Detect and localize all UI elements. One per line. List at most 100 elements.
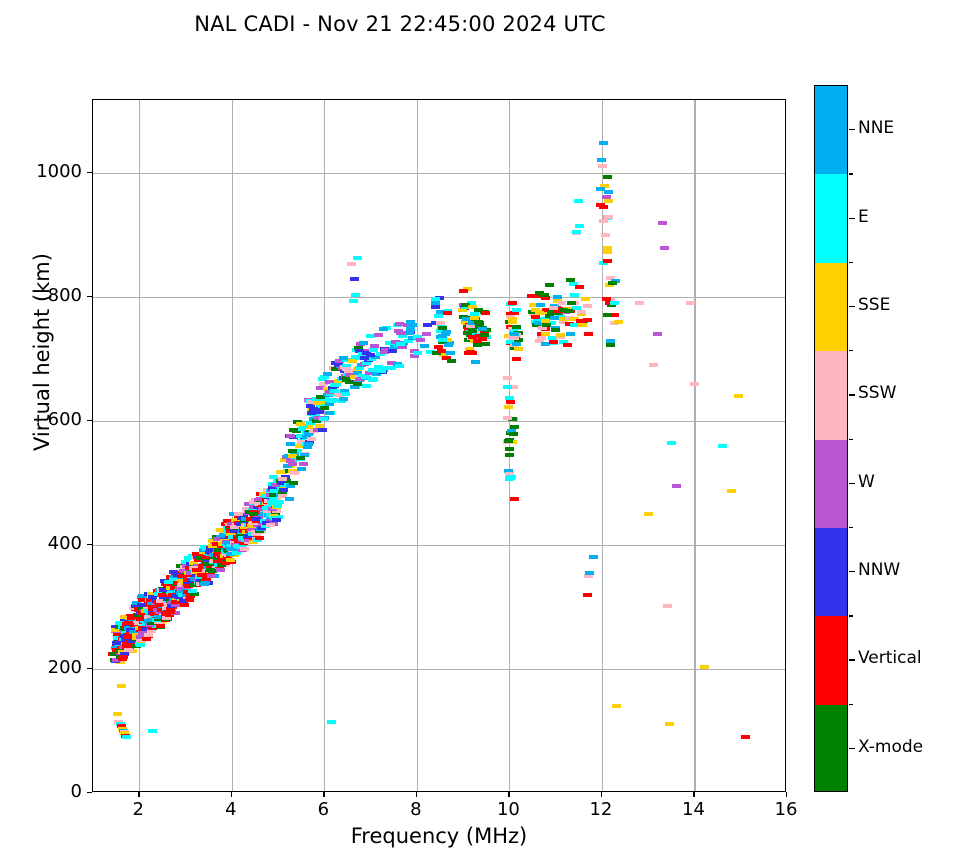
scatter-point <box>505 395 515 400</box>
scatter-point <box>569 282 579 287</box>
scatter-point <box>604 214 614 219</box>
scatter-point <box>297 439 307 444</box>
scatter-point <box>278 477 288 482</box>
scatter-point <box>583 332 593 337</box>
scatter-point <box>163 580 173 585</box>
scatter-point <box>426 350 436 355</box>
scatter-point <box>530 307 540 312</box>
scatter-point <box>276 484 286 489</box>
scatter-point <box>144 614 154 619</box>
y-tick-label: 600 <box>47 409 82 431</box>
scatter-point <box>304 425 314 430</box>
scatter-point <box>141 627 151 632</box>
scatter-point <box>481 311 491 316</box>
scatter-point <box>129 630 139 634</box>
scatter-point <box>353 256 363 261</box>
scatter-point <box>542 307 552 312</box>
scatter-point <box>306 404 316 409</box>
scatter-point <box>479 332 489 337</box>
x-tick-label: 12 <box>589 799 613 820</box>
gridline-vertical <box>139 100 141 791</box>
scatter-point <box>598 140 608 145</box>
scatter-point <box>192 552 202 557</box>
scatter-point <box>339 389 349 394</box>
scatter-point <box>602 246 612 251</box>
scatter-point <box>510 335 520 340</box>
scatter-point <box>565 316 575 321</box>
scatter-point <box>569 316 579 321</box>
scatter-point <box>535 294 545 299</box>
scatter-point <box>396 331 406 336</box>
scatter-point <box>135 634 145 639</box>
colorbar-label-e: E <box>858 206 869 227</box>
scatter-point <box>602 312 612 317</box>
gridline-vertical <box>324 100 326 791</box>
scatter-point <box>334 362 344 367</box>
scatter-point <box>125 632 135 637</box>
scatter-point <box>221 560 231 565</box>
scatter-point <box>581 297 591 302</box>
scatter-point <box>564 322 574 327</box>
scatter-point <box>545 283 555 288</box>
scatter-point <box>540 293 550 298</box>
scatter-point <box>319 416 329 421</box>
y-tick-mark <box>87 792 92 794</box>
x-tick-label: 2 <box>132 799 144 820</box>
scatter-point <box>318 400 328 405</box>
scatter-point <box>445 340 455 345</box>
colorbar-boundary-tick <box>849 173 853 175</box>
colorbar-segment-x-mode <box>815 704 847 791</box>
scatter-point <box>110 645 120 650</box>
scatter-point <box>176 583 186 588</box>
scatter-point <box>253 538 263 543</box>
scatter-point <box>360 356 370 361</box>
scatter-point <box>470 315 480 320</box>
scatter-point <box>166 606 176 611</box>
scatter-point <box>299 424 309 429</box>
scatter-point <box>123 634 133 639</box>
scatter-point <box>507 301 517 306</box>
scatter-point <box>609 312 619 317</box>
scatter-point <box>507 327 517 332</box>
scatter-point <box>269 475 279 480</box>
scatter-point <box>161 616 171 621</box>
scatter-point <box>169 569 179 574</box>
scatter-point <box>168 575 178 580</box>
scatter-point <box>392 361 402 366</box>
scatter-point <box>268 496 278 501</box>
scatter-point <box>467 320 477 325</box>
scatter-point <box>306 420 316 425</box>
scatter-point <box>268 501 278 506</box>
scatter-point <box>156 608 166 613</box>
scatter-point <box>299 461 309 466</box>
scatter-point <box>289 471 299 476</box>
scatter-point <box>271 483 281 488</box>
scatter-point <box>667 440 677 445</box>
scatter-point <box>137 595 147 600</box>
scatter-point <box>380 366 390 371</box>
scatter-point <box>394 321 404 326</box>
scatter-point <box>474 320 484 325</box>
scatter-point <box>601 297 611 302</box>
scatter-point <box>250 509 260 514</box>
scatter-point <box>279 487 289 492</box>
scatter-point <box>207 539 217 544</box>
scatter-point <box>217 557 227 562</box>
scatter-point <box>634 301 644 306</box>
scatter-point <box>275 499 285 504</box>
scatter-point <box>235 533 245 538</box>
scatter-point <box>166 610 176 615</box>
scatter-point <box>344 369 354 374</box>
scatter-point <box>534 311 544 316</box>
scatter-point <box>346 262 356 267</box>
scatter-point <box>570 293 580 298</box>
colorbar-tick-mark <box>849 305 855 308</box>
scatter-point <box>329 389 339 394</box>
scatter-point <box>582 304 592 309</box>
scatter-point <box>136 603 146 608</box>
scatter-point <box>240 547 250 552</box>
scatter-point <box>217 563 227 568</box>
scatter-point <box>433 313 443 318</box>
scatter-point <box>213 559 223 564</box>
scatter-point <box>458 289 468 294</box>
